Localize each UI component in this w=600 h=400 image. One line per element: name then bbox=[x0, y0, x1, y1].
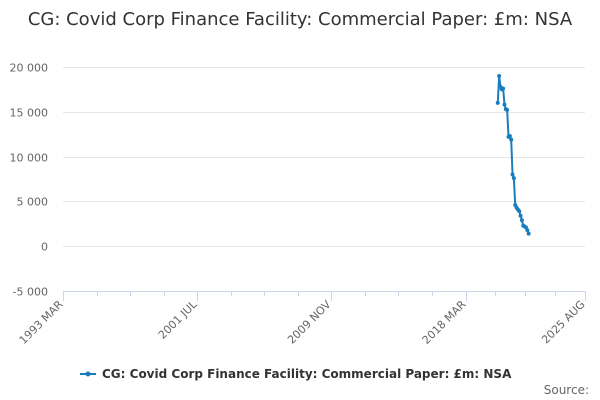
series-layer bbox=[495, 73, 531, 236]
data-point bbox=[525, 228, 530, 233]
data-point bbox=[519, 218, 524, 223]
x-axis: 1993 MAR 2001 JUL 2009 NOV 2018 MAR 2025 AUG bbox=[17, 291, 588, 347]
y-tick-label: 5 000 bbox=[17, 196, 49, 209]
grid-layer bbox=[63, 67, 585, 292]
data-point bbox=[507, 133, 512, 138]
data-point bbox=[509, 137, 514, 142]
chart-title: CG: Covid Corp Finance Facility: Commerc… bbox=[27, 9, 573, 30]
x-tick-label: 2025 AUG bbox=[539, 298, 588, 347]
legend[interactable]: CG: Covid Corp Finance Facility: Commerc… bbox=[80, 367, 512, 381]
data-point bbox=[511, 176, 516, 181]
source-label: Source: bbox=[544, 383, 589, 397]
x-tick-label: 2001 JUL bbox=[156, 297, 200, 341]
data-point bbox=[502, 102, 507, 107]
data-point bbox=[505, 108, 510, 113]
data-point bbox=[526, 231, 531, 236]
y-tick-label: -5 000 bbox=[13, 286, 48, 299]
legend-label: CG: Covid Corp Finance Facility: Commerc… bbox=[102, 367, 512, 381]
y-tick-label: 20 000 bbox=[10, 62, 49, 75]
data-point bbox=[517, 209, 522, 214]
data-point bbox=[510, 172, 515, 177]
series-line bbox=[496, 74, 530, 235]
x-tick-label: 1993 MAR bbox=[17, 298, 66, 347]
legend-point-marker bbox=[85, 371, 91, 377]
data-point bbox=[501, 86, 506, 91]
data-point bbox=[495, 100, 500, 105]
x-tick-label: 2018 MAR bbox=[420, 298, 469, 347]
data-point bbox=[497, 73, 502, 78]
y-tick-label: 0 bbox=[41, 241, 48, 254]
data-point bbox=[518, 213, 523, 218]
y-tick-label: 15 000 bbox=[10, 107, 49, 120]
y-tick-label: 10 000 bbox=[10, 152, 49, 165]
x-tick-label: 2009 NOV bbox=[285, 298, 334, 347]
y-axis: -5 000 0 5 000 10 000 15 000 20 000 bbox=[10, 62, 49, 299]
